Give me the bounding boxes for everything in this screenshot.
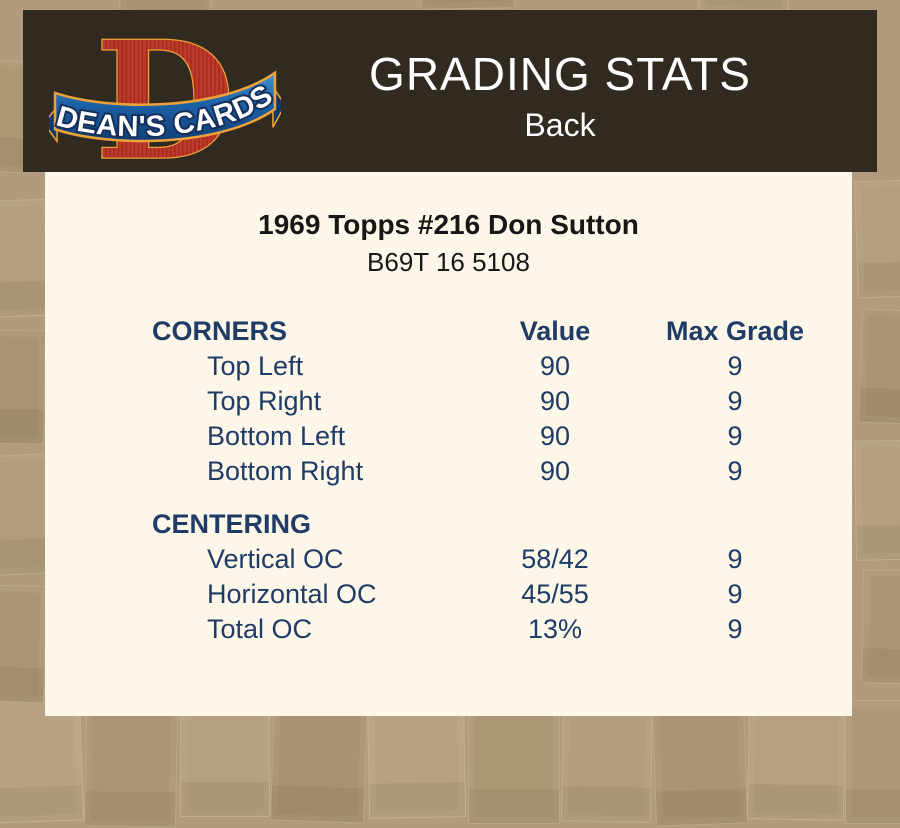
table-row: Bottom Right 90 9 [152, 454, 805, 489]
background-card [861, 569, 900, 685]
row-label: Total OC [207, 614, 313, 644]
row-value: 13% [527, 614, 583, 644]
background-card [83, 699, 179, 828]
header-titles: GRADING STATS Back [273, 10, 847, 172]
background-card [651, 701, 749, 827]
section-heading-corners: CORNERS [152, 316, 288, 346]
row-label: Bottom Right [207, 456, 364, 486]
background-card [853, 439, 900, 561]
background-card [468, 700, 560, 824]
row-value: 90 [539, 351, 571, 381]
card-title: 1969 Topps #216 Don Sutton [258, 209, 639, 240]
deans-cards-logo-graphic: D DEAN'S CARDS [43, 5, 286, 198]
row-grade: 9 [727, 614, 743, 644]
background-card [0, 583, 49, 704]
row-label: Top Left [207, 351, 304, 381]
background-card [853, 178, 900, 299]
table-row: Top Left 90 9 [152, 349, 805, 384]
row-value: 58/42 [521, 544, 589, 574]
row-label: Horizontal OC [207, 579, 377, 609]
row-label: Bottom Left [207, 421, 346, 451]
row-value: 90 [539, 386, 571, 416]
card-certification-code: B69T 16 5108 [367, 247, 530, 277]
empty-cell [445, 507, 665, 542]
table-row: Top Right 90 9 [152, 384, 805, 419]
section-heading-row: CENTERING [152, 507, 805, 542]
column-header-max-grade: Max Grade [665, 316, 805, 346]
column-header-value: Value [519, 316, 591, 346]
background-card [419, 0, 515, 10]
row-value: 90 [539, 456, 571, 486]
deans-cards-logo: D DEAN'S CARDS [43, 5, 286, 198]
page-subtitle: Back [524, 107, 596, 143]
row-value: 45/55 [521, 579, 589, 609]
background-card [845, 700, 900, 824]
table-row: Bottom Left 90 9 [152, 419, 805, 454]
row-grade: 9 [727, 456, 743, 486]
grading-stats-table: CORNERS Value Max Grade Top Left 90 9 To… [45, 314, 852, 647]
row-grade: 9 [727, 351, 743, 381]
table-row: Vertical OC 58/42 9 [152, 542, 805, 577]
page-title: GRADING STATS [369, 48, 751, 100]
background-card [858, 308, 900, 426]
background-card [269, 700, 369, 824]
section-spacer [152, 489, 805, 507]
row-grade: 9 [727, 579, 743, 609]
row-grade: 9 [727, 421, 743, 451]
table-row: Horizontal OC 45/55 9 [152, 577, 805, 612]
row-label: Top Right [207, 386, 322, 416]
background-card [0, 329, 46, 445]
ribbon-banner [53, 70, 277, 143]
grading-stats-panel: 1969 Topps #216 Don Sutton B69T 16 5108 … [45, 172, 852, 716]
table-row: Total OC 13% 9 [152, 612, 805, 647]
empty-cell [665, 507, 805, 542]
row-label: Vertical OC [207, 544, 344, 574]
row-grade: 9 [727, 386, 743, 416]
header: D DEAN'S CARDS GRADING STATS Back [23, 5, 877, 198]
section-heading-centering: CENTERING [152, 509, 312, 539]
row-grade: 9 [727, 544, 743, 574]
row-value: 90 [539, 421, 571, 451]
table-header-row: CORNERS Value Max Grade [152, 314, 805, 349]
